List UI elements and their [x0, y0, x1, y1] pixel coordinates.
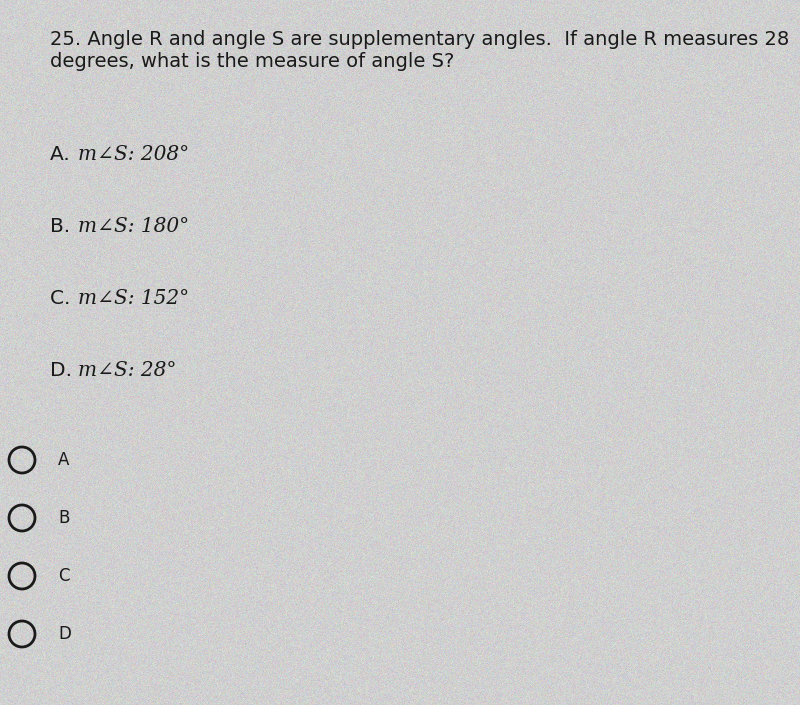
Text: B: B: [58, 509, 70, 527]
Text: D.: D.: [50, 362, 78, 381]
Text: m∠S: 152°: m∠S: 152°: [78, 290, 190, 309]
Text: A: A: [58, 451, 70, 469]
Text: B.: B.: [50, 218, 77, 236]
Text: A.: A.: [50, 145, 76, 164]
Text: m∠S: 28°: m∠S: 28°: [78, 362, 177, 381]
Text: C.: C.: [50, 290, 77, 309]
Text: degrees, what is the measure of angle S?: degrees, what is the measure of angle S?: [50, 52, 454, 71]
Text: 25. Angle R and angle S are supplementary angles.  If angle R measures 28: 25. Angle R and angle S are supplementar…: [50, 30, 790, 49]
Text: m∠S: 180°: m∠S: 180°: [78, 218, 190, 236]
Text: C: C: [58, 567, 70, 585]
Text: D: D: [58, 625, 71, 643]
Text: m∠S: 208°: m∠S: 208°: [78, 145, 190, 164]
